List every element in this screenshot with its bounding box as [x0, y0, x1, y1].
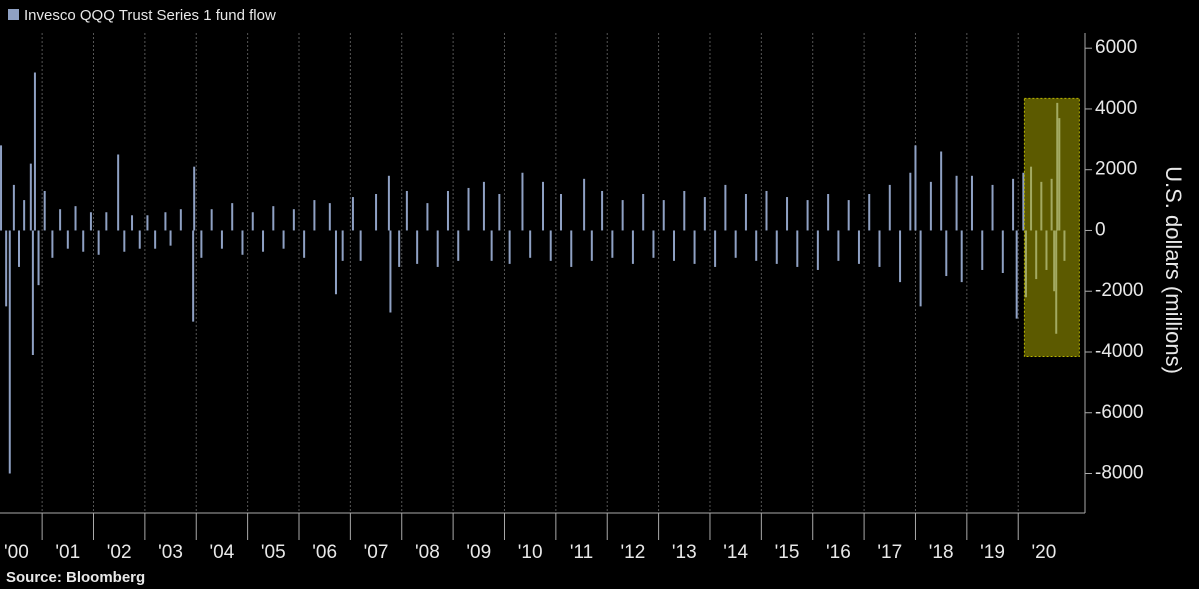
x-tick-label: '13: [672, 542, 697, 563]
x-tick-label: '10: [518, 542, 543, 563]
x-tick-label: '00: [4, 542, 29, 563]
x-tick-label: '12: [621, 542, 646, 563]
y-tick-label: 2000: [1095, 159, 1137, 180]
y-tick-label: -4000: [1095, 341, 1144, 362]
x-tick-label: '03: [158, 542, 183, 563]
x-tick-label: '19: [980, 542, 1005, 563]
y-tick-label: -2000: [1095, 280, 1144, 301]
x-tick-label: '06: [312, 542, 337, 563]
x-tick-label: '07: [364, 542, 389, 563]
legend-swatch: [8, 9, 19, 20]
y-tick-label: 0: [1095, 219, 1106, 240]
y-tick-label: 4000: [1095, 98, 1137, 119]
y-tick-label: 6000: [1095, 37, 1137, 58]
x-tick-label: '04: [210, 542, 235, 563]
x-tick-label: '20: [1032, 542, 1057, 563]
y-axis-label: U.S. dollars (millions): [1161, 166, 1186, 374]
x-tick-label: '17: [877, 542, 902, 563]
x-tick-label: '15: [775, 542, 800, 563]
highlight-box: [1023, 97, 1080, 358]
x-tick-label: '11: [570, 542, 593, 563]
x-tick-label: '14: [723, 542, 748, 563]
x-tick-label: '09: [466, 542, 491, 563]
legend-label: Invesco QQQ Trust Series 1 fund flow: [24, 7, 276, 24]
y-tick-label: -8000: [1095, 463, 1144, 484]
x-tick-label: '16: [826, 542, 851, 563]
x-tick-label: '08: [415, 542, 440, 563]
y-tick-label: -6000: [1095, 402, 1144, 423]
x-tick-label: '02: [107, 542, 132, 563]
x-tick-label: '18: [929, 542, 954, 563]
source: Source: Bloomberg: [6, 569, 145, 586]
x-tick-label: '01: [55, 542, 80, 563]
x-tick-label: '05: [261, 542, 286, 563]
